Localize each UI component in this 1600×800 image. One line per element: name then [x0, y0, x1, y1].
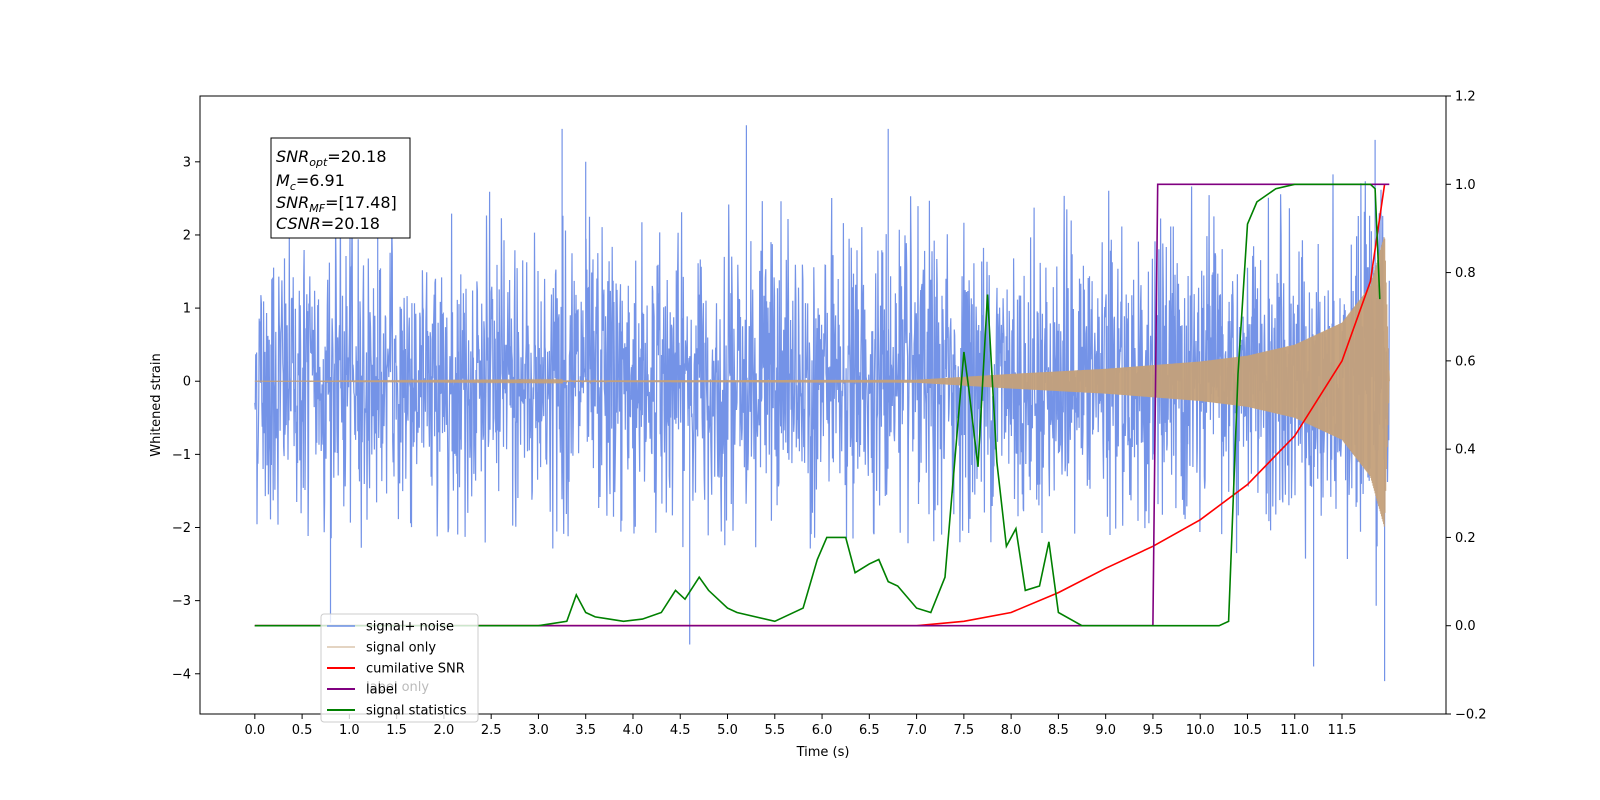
annotation-snr-mf: SNRMF=[17.48] — [276, 193, 397, 215]
annotation-box: SNRopt=20.18 Mc=6.91 SNRMF=[17.48] CSNR=… — [270, 137, 411, 239]
x-tick-label: 9.0 — [1095, 723, 1116, 738]
x-tick-label: 4.0 — [623, 723, 644, 738]
x-tick-label: 5.5 — [764, 723, 785, 738]
legend-entry: label — [366, 683, 397, 698]
series-label — [254, 183, 1390, 627]
y2-tick-label: 0.6 — [1455, 354, 1476, 369]
plot-frame — [199, 95, 1447, 715]
legend-entry: signal statistics — [366, 704, 467, 719]
x-tick-label: 10.0 — [1186, 723, 1215, 738]
x-tick-label: 8.0 — [1001, 723, 1022, 738]
x-tick-label: 2.5 — [481, 723, 502, 738]
y2-tick-label: −0.2 — [1455, 708, 1487, 723]
legend: label only signal+ noise signal only cumil… — [320, 613, 479, 723]
annotation-csnr: CSNR=20.18 — [276, 214, 380, 233]
x-tick-label: 0.0 — [244, 723, 265, 738]
annotation-mc: Mc=6.91 — [276, 171, 345, 193]
x-tick-label: 11.5 — [1328, 723, 1357, 738]
x-tick-label: 11.0 — [1280, 723, 1309, 738]
legend-entry: signal only — [366, 641, 436, 656]
y-tick-label: −2 — [172, 521, 191, 536]
series-signal-only — [254, 237, 1390, 527]
y-tick-label: 0 — [183, 375, 191, 390]
x-tick-label: 8.5 — [1048, 723, 1069, 738]
x-tick-label: 1.5 — [386, 723, 407, 738]
x-axis-label: Time (s) — [796, 745, 850, 760]
x-tick-label: 9.5 — [1143, 723, 1164, 738]
series-cumulative-snr — [254, 184, 1386, 627]
x-tick-label: 3.0 — [528, 723, 549, 738]
x-tick-label: 4.5 — [670, 723, 691, 738]
y2-tick-label: 0.8 — [1455, 266, 1476, 281]
legend-overlap-text: label only — [366, 680, 429, 695]
x-tick-label: 10.5 — [1233, 723, 1262, 738]
x-tick-label: 6.0 — [812, 723, 833, 738]
annotation-snr-opt: SNRopt=20.18 — [276, 147, 387, 169]
legend-entry: signal+ noise — [366, 620, 454, 635]
y-tick-label: 3 — [183, 155, 191, 170]
x-tick-label: 7.5 — [954, 723, 975, 738]
y-tick-label: 2 — [183, 228, 191, 243]
x-tick-label: 0.5 — [292, 723, 313, 738]
y-tick-label: −1 — [172, 448, 191, 463]
y-tick-label: 1 — [183, 302, 191, 317]
legend-entry: cumilative SNR — [366, 662, 465, 677]
y-axis-label: Whitened strain — [149, 353, 164, 456]
y-tick-label: −4 — [172, 667, 191, 682]
y-tick-label: −3 — [172, 594, 191, 609]
y2-tick-label: 0.2 — [1455, 531, 1476, 546]
series-signal-statistics — [254, 183, 1381, 627]
x-tick-label: 2.0 — [434, 723, 455, 738]
x-tick-label: 3.5 — [575, 723, 596, 738]
y2-tick-label: 1.2 — [1455, 90, 1476, 105]
x-tick-label: 1.0 — [339, 723, 360, 738]
series-signal-noise — [254, 125, 1390, 682]
y2-tick-label: 1.0 — [1455, 178, 1476, 193]
x-tick-label: 7.0 — [906, 723, 927, 738]
y2-tick-label: 0.4 — [1455, 443, 1476, 458]
x-tick-label: 5.0 — [717, 723, 738, 738]
y2-tick-label: 0.0 — [1455, 619, 1476, 634]
x-tick-label: 6.5 — [859, 723, 880, 738]
